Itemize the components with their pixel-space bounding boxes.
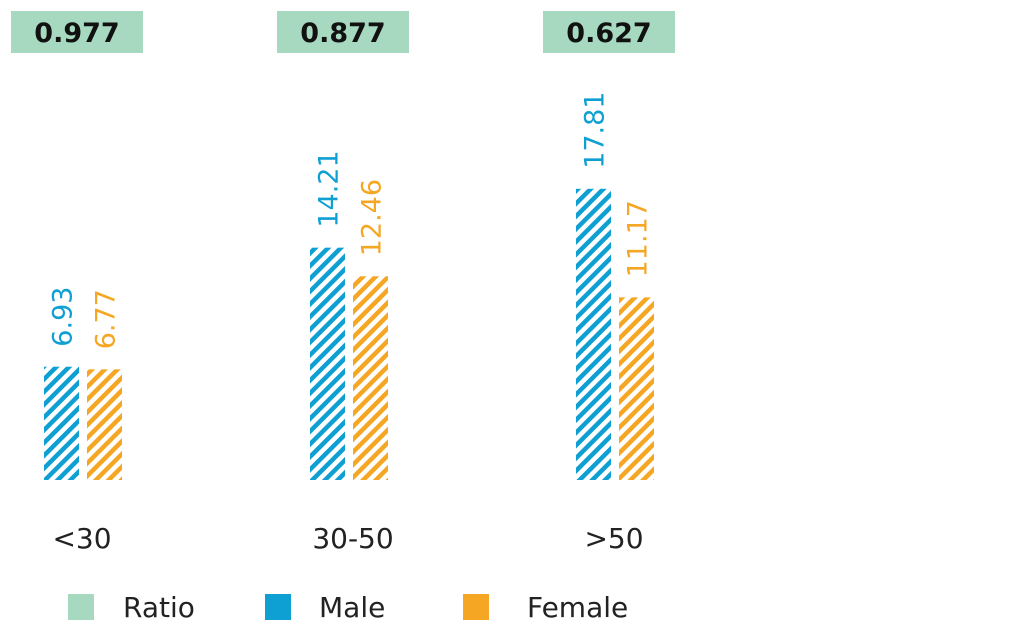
bars — [44, 188, 654, 480]
ratio-box — [11, 11, 143, 53]
ratio-box — [277, 11, 409, 53]
legend-label-ratio: Ratio — [123, 591, 195, 624]
bar-female — [353, 276, 388, 480]
value-labels: 6.93 6.77 14.21 12.46 17.81 11.17 — [48, 92, 654, 350]
bar-female — [619, 297, 654, 480]
category-label: >50 — [584, 522, 643, 555]
legend: Ratio Male Female — [68, 591, 628, 624]
legend-label-male: Male — [319, 591, 385, 624]
category-label: <30 — [52, 522, 111, 555]
legend-swatch-female — [463, 594, 489, 620]
category-label: 30-50 — [312, 522, 393, 555]
ratio-label: 0.877 — [300, 18, 385, 49]
ratio-label: 0.627 — [566, 18, 651, 49]
value-label-female: 6.77 — [91, 289, 122, 349]
ratio-boxes: 0.977 0.877 0.627 — [11, 11, 675, 53]
bar-male — [310, 247, 345, 480]
value-label-male: 14.21 — [314, 150, 345, 227]
legend-swatch-male — [265, 594, 291, 620]
ratio-label: 0.977 — [34, 18, 119, 49]
legend-label-female: Female — [527, 591, 628, 624]
category-labels: <30 30-50 >50 — [52, 522, 643, 555]
value-label-male: 17.81 — [580, 92, 611, 169]
value-label-female: 11.17 — [623, 200, 654, 277]
bar-male — [44, 366, 79, 480]
bar-female — [87, 369, 122, 480]
ratio-box — [543, 11, 675, 53]
value-label-female: 12.46 — [357, 179, 388, 256]
bar-male — [576, 188, 611, 480]
value-label-male: 6.93 — [48, 287, 79, 347]
legend-swatch-ratio — [68, 594, 94, 620]
